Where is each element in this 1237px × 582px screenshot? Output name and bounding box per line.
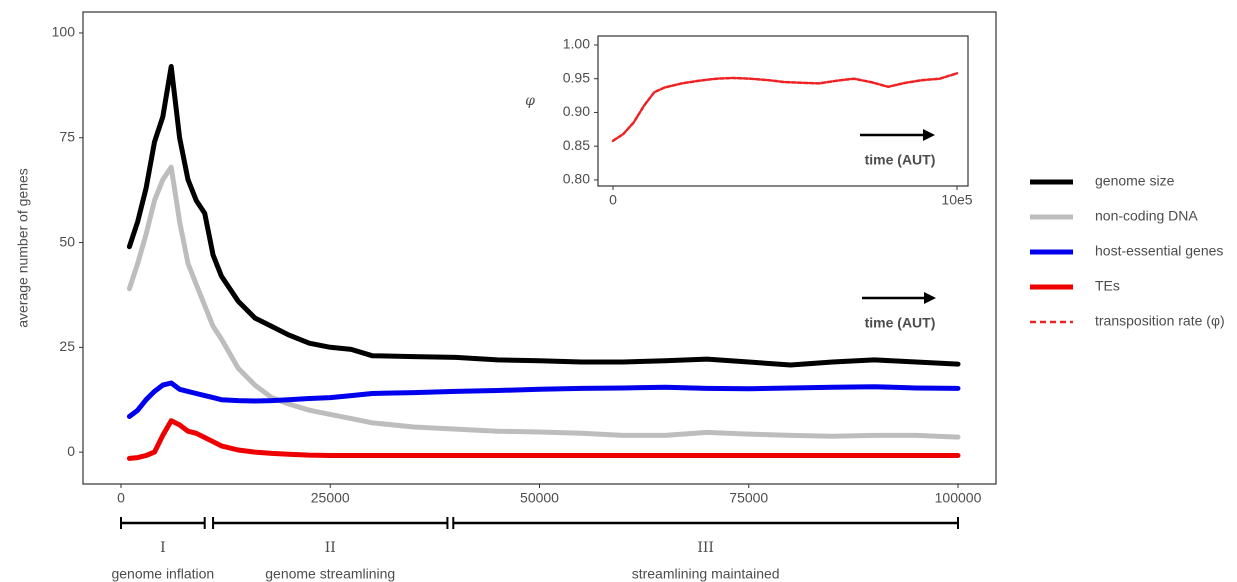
annotation: time (AUT) xyxy=(865,152,936,168)
phase-label: genome streamlining xyxy=(265,566,395,582)
y-tick-label: 0 xyxy=(67,443,75,459)
legend-label: genome size xyxy=(1095,173,1175,189)
phase-numeral: II xyxy=(325,540,336,556)
legend-label: transposition rate (φ) xyxy=(1095,313,1225,329)
phase-numeral: I xyxy=(160,540,166,556)
x-tick-label: 0 xyxy=(609,192,617,208)
legend-label: non-coding DNA xyxy=(1095,208,1198,224)
y-tick-label: 75 xyxy=(59,128,75,144)
x-tick-label: 10e5 xyxy=(941,192,972,208)
phase-label: streamlining maintained xyxy=(632,566,780,582)
annotation: time (AUT) xyxy=(865,315,936,331)
legend-label: TEs xyxy=(1095,278,1120,294)
series-line xyxy=(611,72,959,143)
panel xyxy=(598,36,968,186)
arrow-head xyxy=(924,292,936,304)
legend-label: host-essential genes xyxy=(1095,243,1223,259)
series-line xyxy=(126,418,961,461)
panel-border xyxy=(597,35,969,187)
y-axis-label: φ xyxy=(525,93,535,109)
y-tick-label: 0.95 xyxy=(563,69,590,85)
x-tick-label: 0 xyxy=(117,490,125,506)
x-tick-label: 75000 xyxy=(729,490,768,506)
x-tick-label: 100000 xyxy=(935,490,982,506)
series-line xyxy=(126,380,961,419)
y-tick-label: 50 xyxy=(59,233,75,249)
y-tick-label: 0.90 xyxy=(563,103,590,119)
x-tick-label: 25000 xyxy=(311,490,350,506)
series-line xyxy=(126,164,961,440)
phase-numeral: III xyxy=(697,540,714,556)
x-tick-label: 50000 xyxy=(520,490,559,506)
y-axis-label: average number of genes xyxy=(15,168,31,328)
y-tick-label: 0.80 xyxy=(563,171,590,187)
y-tick-label: 100 xyxy=(52,24,76,40)
phase-label: genome inflation xyxy=(111,566,214,582)
y-tick-label: 25 xyxy=(59,338,75,354)
series-line xyxy=(126,64,961,368)
y-tick-label: 0.85 xyxy=(563,137,590,153)
y-tick-label: 1.00 xyxy=(563,36,590,52)
arrow-head xyxy=(923,129,935,141)
